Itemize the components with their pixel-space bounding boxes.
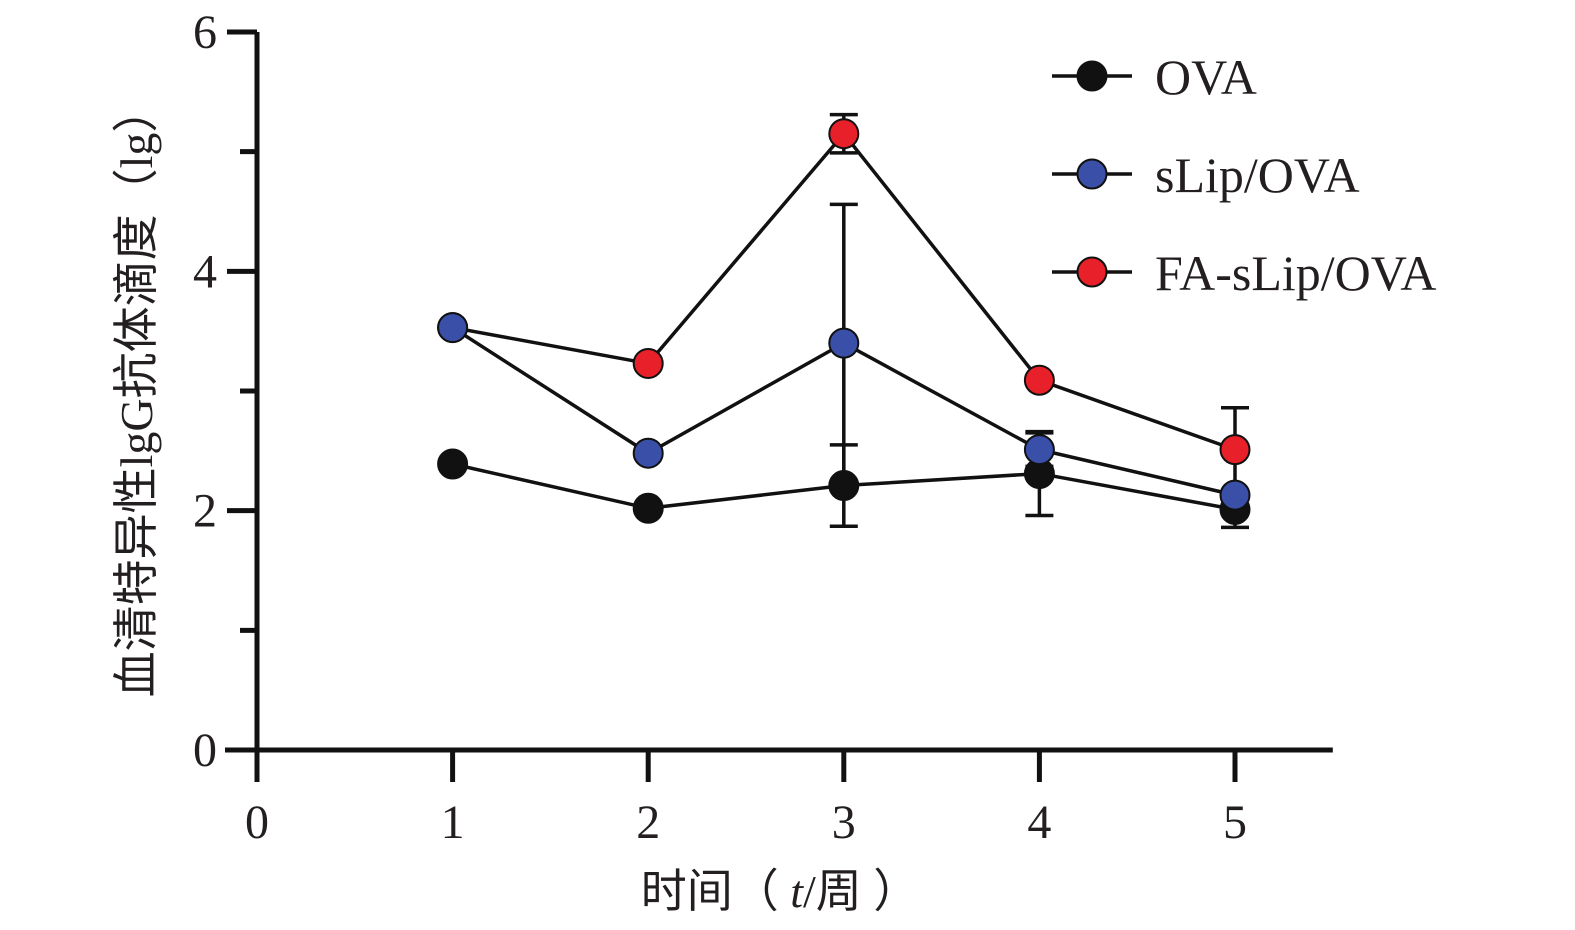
data-point-ova bbox=[828, 470, 860, 502]
legend-label-fa-slip-ova: FA-sLip/OVA bbox=[1155, 245, 1437, 301]
data-point-fa-slip-ova bbox=[1219, 434, 1251, 466]
data-point-slip-ova bbox=[632, 437, 664, 469]
data-point-ova bbox=[632, 492, 664, 524]
data-point-slip-ova bbox=[1023, 434, 1055, 466]
y-tick-label: 4 bbox=[193, 245, 217, 298]
legend-label-slip-ova: sLip/OVA bbox=[1155, 147, 1360, 203]
legend: OVA sLip/OVA FA-sLip/OVA bbox=[1052, 49, 1437, 301]
x-tick-label: 0 bbox=[245, 796, 269, 849]
x-axis-title-suffix: /周 ） bbox=[803, 866, 919, 917]
data-point-slip-ova bbox=[1219, 479, 1251, 511]
data-point-fa-slip-ova bbox=[632, 347, 664, 379]
y-tick-label: 2 bbox=[193, 485, 217, 538]
legend-label-ova: OVA bbox=[1155, 49, 1257, 105]
legend-marker-slip-ova bbox=[1076, 158, 1108, 190]
legend-marker-ova bbox=[1076, 60, 1108, 92]
plot-area bbox=[437, 112, 1251, 530]
data-point-fa-slip-ova bbox=[828, 118, 860, 150]
x-axis-title-variable: t bbox=[790, 866, 804, 917]
y-axis-title: 血清特异性lgG抗体滴度（lg） bbox=[111, 87, 162, 698]
data-point-slip-ova bbox=[828, 327, 860, 359]
data-point-slip-ova bbox=[437, 312, 469, 344]
x-axis-title-prefix: 时间（ bbox=[641, 866, 791, 917]
data-point-ova bbox=[437, 448, 469, 480]
y-tick-label: 6 bbox=[193, 6, 217, 59]
x-tick-label: 4 bbox=[1027, 796, 1051, 849]
x-tick-label: 3 bbox=[832, 796, 856, 849]
x-axis-title: 时间（ t/周 ） bbox=[641, 866, 920, 917]
x-tick-label: 2 bbox=[636, 796, 660, 849]
axes: 0 2 4 6 0 1 2 3 4 5 bbox=[193, 6, 1333, 849]
legend-marker-fa-slip-ova bbox=[1076, 256, 1108, 288]
y-tick-label: 0 bbox=[193, 724, 217, 777]
x-tick-label: 5 bbox=[1223, 796, 1247, 849]
data-point-fa-slip-ova bbox=[1023, 364, 1055, 396]
x-tick-label: 1 bbox=[441, 796, 465, 849]
